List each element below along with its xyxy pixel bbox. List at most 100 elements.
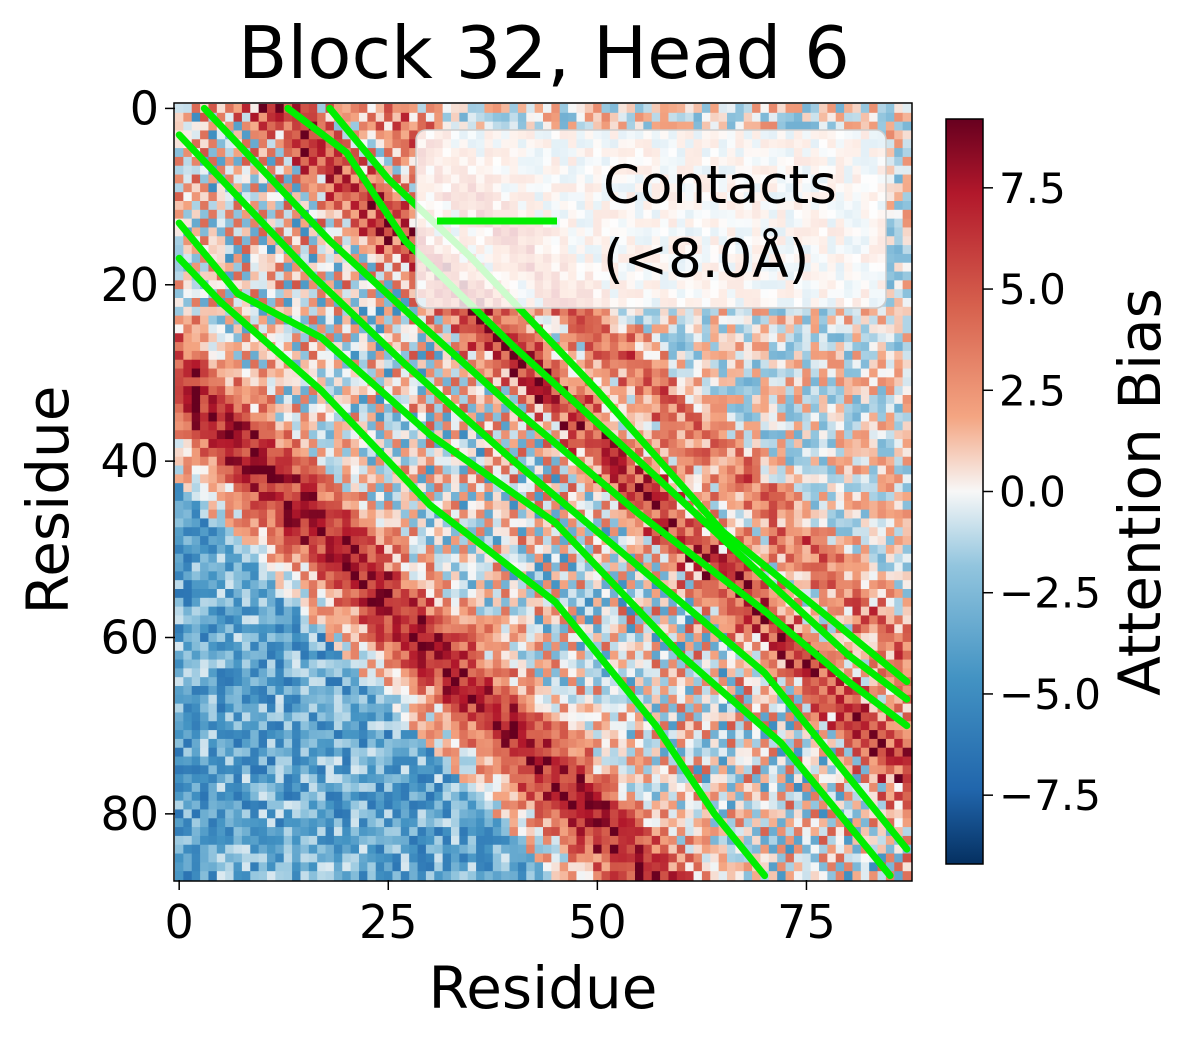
heatmap-cell (651, 589, 661, 599)
heatmap-cell (877, 589, 887, 599)
heatmap-cell (191, 580, 201, 590)
heatmap-cell (233, 271, 243, 281)
heatmap-cell (660, 333, 669, 343)
heatmap-cell (760, 395, 770, 405)
heatmap-cell (526, 589, 536, 599)
heatmap-cell (492, 483, 502, 493)
heatmap-cell (517, 324, 527, 334)
heatmap-cell (551, 412, 561, 422)
heatmap-cell (551, 395, 561, 405)
heatmap-cell (451, 342, 460, 352)
heatmap-cell (375, 192, 385, 202)
heatmap-cell (601, 306, 611, 317)
heatmap-cell (559, 483, 569, 493)
heatmap-cell (333, 483, 343, 493)
heatmap-cell (819, 518, 828, 528)
heatmap-cell (651, 333, 661, 343)
heatmap-cell (710, 456, 720, 466)
heatmap-cell (283, 289, 293, 299)
heatmap-cell (359, 536, 368, 546)
heatmap-cell (718, 359, 728, 369)
heatmap-cell (250, 368, 260, 378)
heatmap-cell (267, 192, 276, 202)
heatmap-cell (593, 412, 602, 422)
heatmap-cell (275, 500, 285, 511)
heatmap-cell (676, 359, 686, 369)
heatmap-cell (676, 350, 686, 361)
heatmap-cell (735, 456, 745, 466)
heatmap-cell (710, 544, 720, 555)
heatmap-cell (635, 306, 644, 317)
heatmap-cell (593, 544, 602, 555)
heatmap-cell (333, 104, 343, 114)
heatmap-cell (200, 359, 209, 369)
heatmap-cell (283, 148, 293, 158)
heatmap-cell (233, 483, 243, 493)
heatmap-cell (877, 474, 887, 484)
heatmap-cell (743, 412, 753, 422)
heatmap-cell (526, 571, 536, 581)
heatmap-cell (333, 121, 343, 131)
heatmap-cell (777, 412, 786, 422)
heatmap-cell (258, 386, 268, 396)
heatmap-cell (300, 527, 310, 537)
heatmap-cell (635, 350, 644, 361)
heatmap-cell (894, 280, 904, 290)
heatmap-cell (400, 412, 410, 422)
heatmap-cell (359, 456, 368, 466)
heatmap-cell (258, 359, 268, 369)
heatmap-cell (233, 245, 243, 255)
heatmap-cell (618, 447, 628, 458)
heatmap-cell (668, 377, 678, 387)
heatmap-cell (241, 333, 251, 343)
heatmap-cell (777, 377, 786, 387)
heatmap-cell (593, 315, 602, 325)
heatmap-cell (593, 571, 602, 581)
heatmap-cell (267, 386, 276, 396)
heatmap-cell (844, 333, 853, 343)
heatmap-cell (359, 121, 368, 131)
heatmap-cell (241, 139, 251, 149)
heatmap-cell (718, 315, 728, 325)
heatmap-cell (618, 395, 628, 405)
heatmap-cell (810, 121, 820, 131)
heatmap-cell (216, 218, 226, 228)
heatmap-cell (283, 174, 293, 184)
heatmap-cell (384, 553, 393, 563)
heatmap-cell (559, 553, 569, 563)
heatmap-cell (350, 500, 360, 511)
heatmap-cell (743, 359, 753, 369)
heatmap-cell (710, 500, 720, 511)
heatmap-cell (208, 439, 218, 449)
heatmap-cell (543, 121, 552, 131)
heatmap-cell (844, 536, 853, 546)
heatmap-cell (768, 456, 778, 466)
heatmap-cell (275, 474, 285, 484)
heatmap-cell (467, 350, 477, 361)
heatmap-cell (392, 209, 402, 220)
heatmap-cell (283, 483, 293, 493)
heatmap-cell (250, 271, 260, 281)
heatmap-cell (609, 306, 619, 317)
heatmap-cell (492, 562, 502, 572)
heatmap-cell (350, 483, 360, 493)
heatmap-cell (233, 465, 243, 475)
heatmap-cell (693, 359, 703, 369)
heatmap-cell (175, 492, 184, 502)
heatmap-cell (693, 421, 703, 431)
heatmap-cell (191, 192, 201, 202)
heatmap-cell (885, 165, 895, 175)
heatmap-cell (894, 165, 904, 175)
heatmap-cell (392, 500, 402, 511)
heatmap-cell (476, 104, 485, 114)
heatmap-cell (676, 500, 686, 511)
heatmap-cell (375, 483, 385, 493)
heatmap-cell (885, 333, 895, 343)
heatmap-cell (241, 562, 251, 572)
heatmap-cell (626, 474, 636, 484)
heatmap-cell (292, 439, 301, 449)
heatmap-cell (484, 518, 494, 528)
heatmap-cell (543, 412, 552, 422)
heatmap-cell (233, 562, 243, 572)
heatmap-cell (492, 518, 502, 528)
